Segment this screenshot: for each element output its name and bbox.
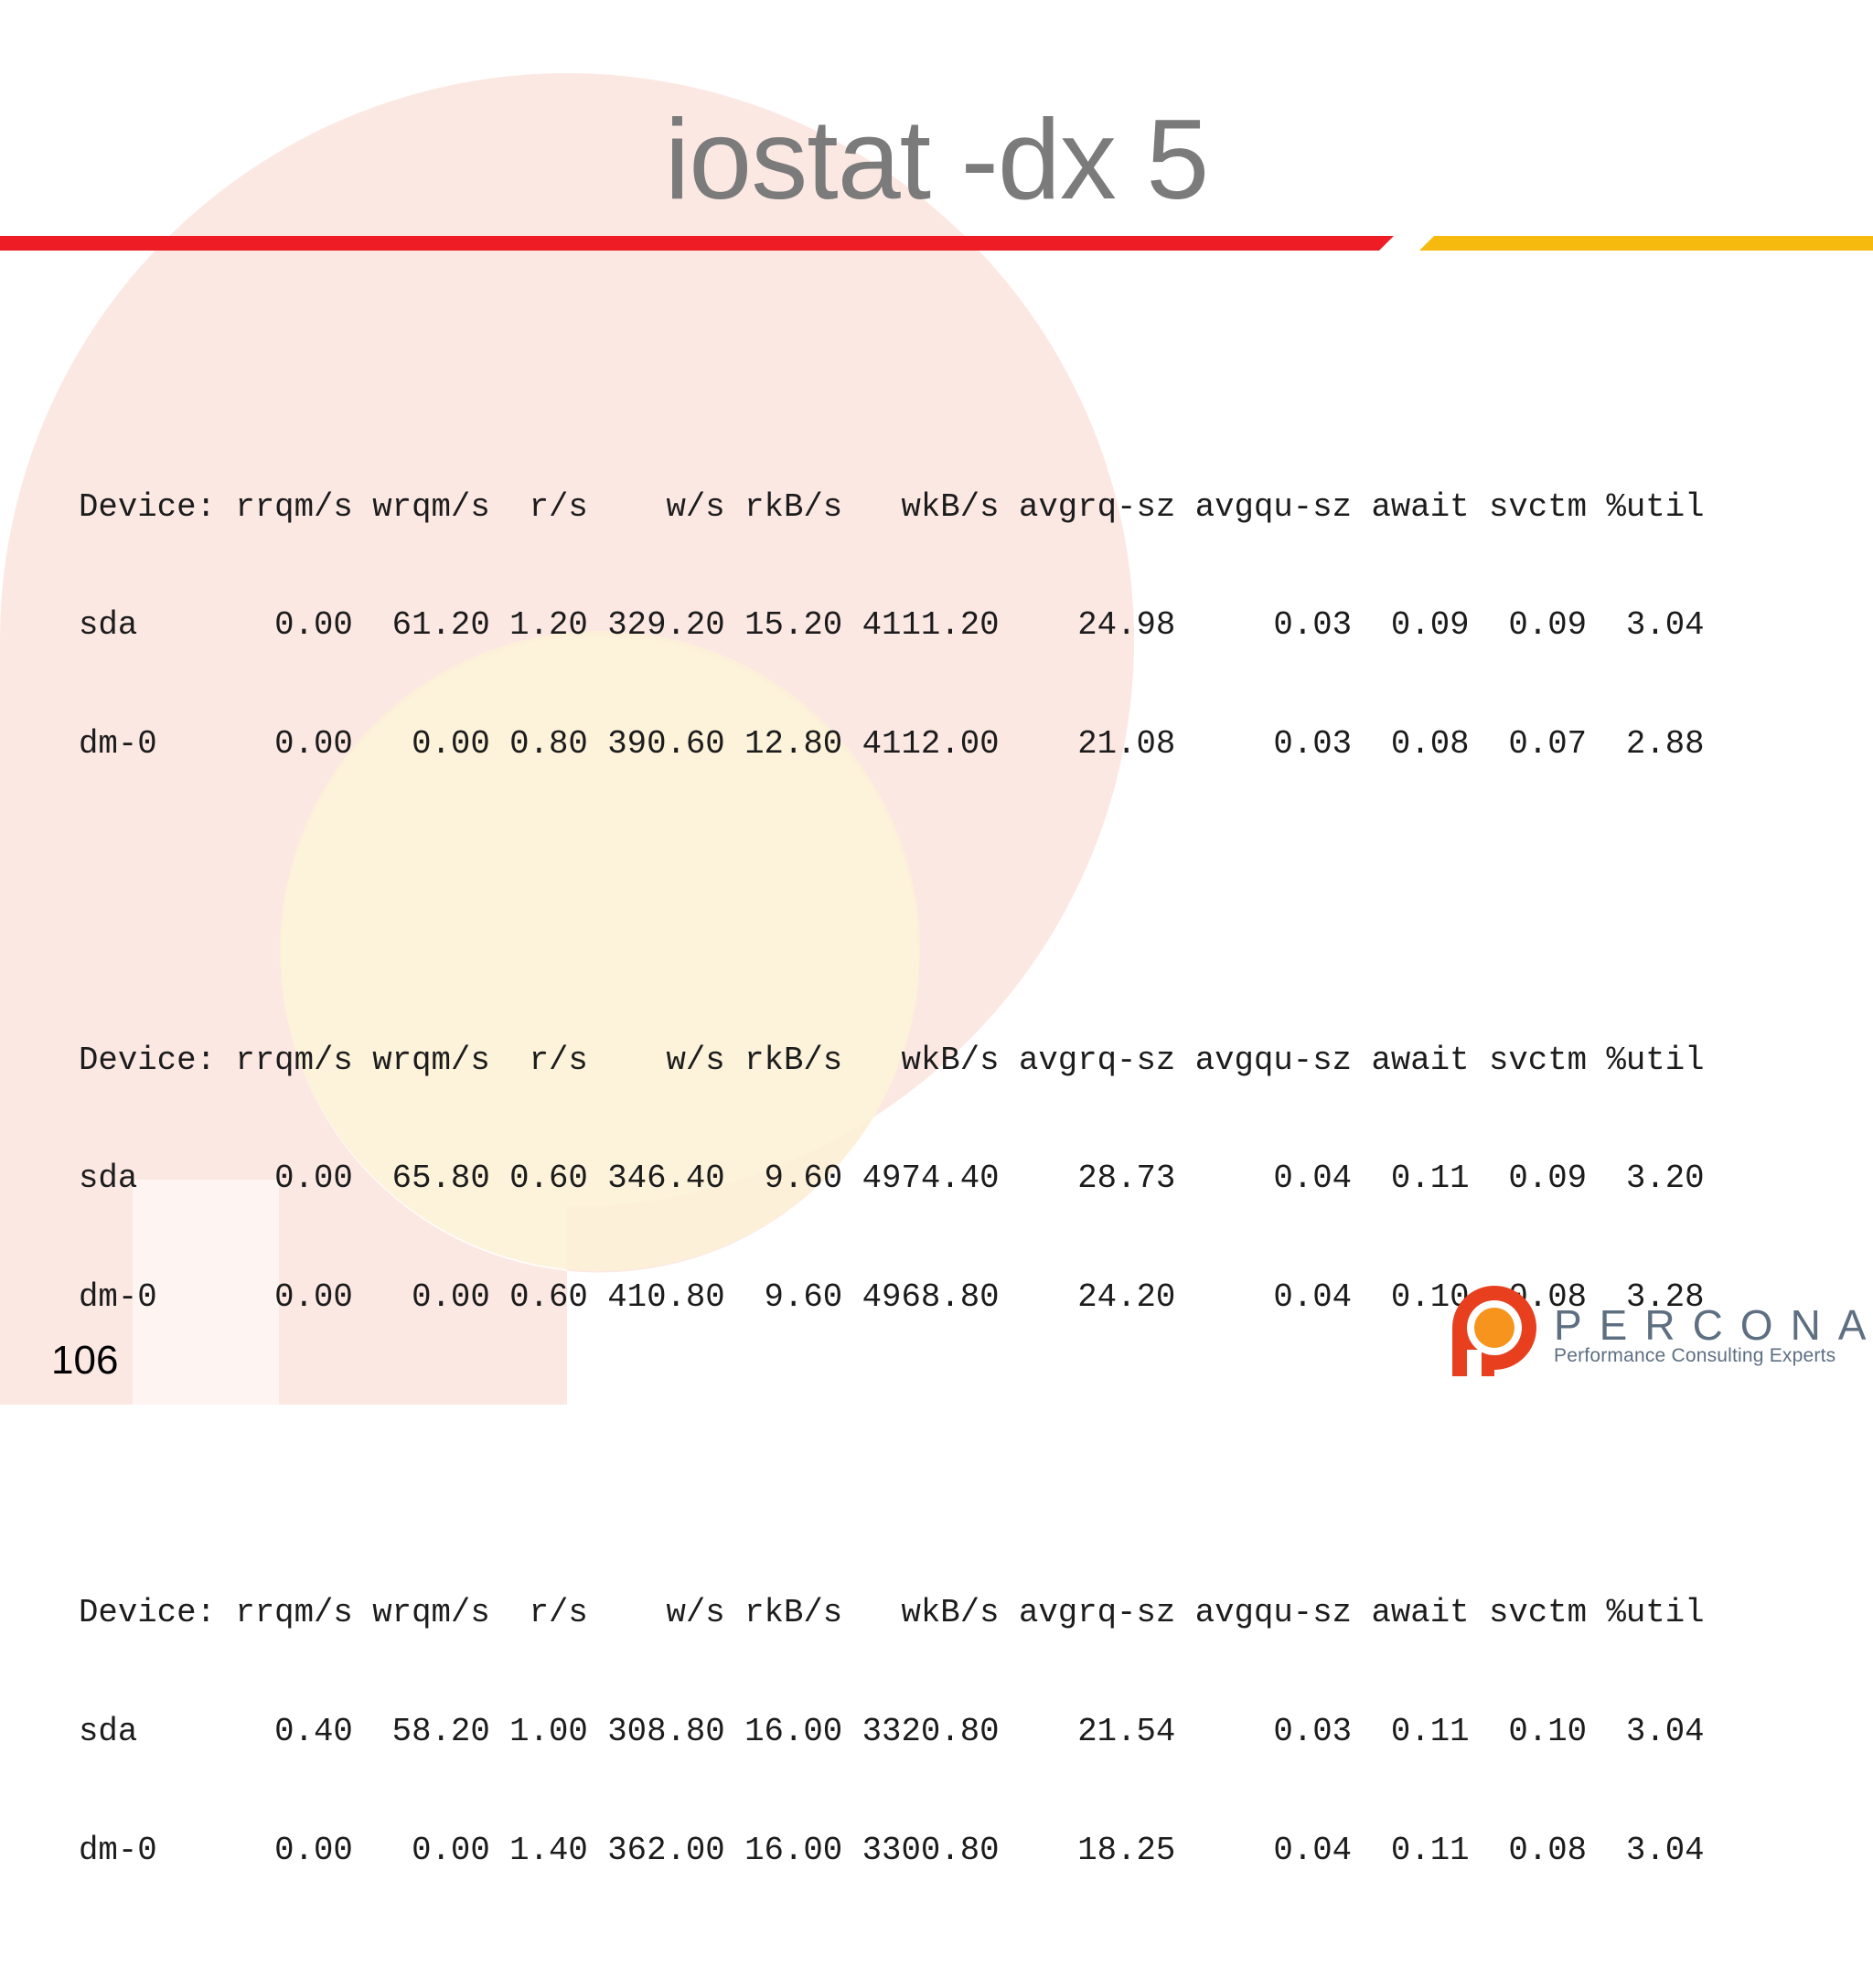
iostat-header-line: Device: rrqm/s wrqm/s r/s w/s rkB/s wkB/… <box>79 1041 1705 1079</box>
watermark-p-stem-gap <box>133 1180 279 1405</box>
percona-logo-icon <box>1452 1286 1536 1376</box>
iostat-row-dm-0: dm-0 0.00 0.00 1.40 362.00 16.00 3300.80… <box>79 1831 1705 1869</box>
iostat-row-dm-0: dm-0 0.00 0.00 0.60 410.80 9.60 4968.80 … <box>79 1277 1705 1316</box>
iostat-sample-1: Device: rrqm/s wrqm/s r/s w/s rkB/s wkB/… <box>79 408 1705 842</box>
slide-title: iostat -dx 5 <box>664 97 1210 223</box>
iostat-row-sda: sda 0.00 65.80 0.60 346.40 9.60 4974.40 … <box>79 1160 1705 1198</box>
iostat-header-line: Device: rrqm/s wrqm/s r/s w/s rkB/s wkB/… <box>79 1594 1705 1632</box>
header-bar-red <box>0 236 1394 251</box>
brand-tagline: Performance Consulting Experts <box>1554 1345 1836 1366</box>
watermark-p-shape <box>0 73 1134 1405</box>
iostat-output: Device: rrqm/s wrqm/s r/s w/s rkB/s wkB/… <box>79 329 1705 1988</box>
header-divider-bar <box>0 236 1873 251</box>
iostat-row-dm-0: dm-0 0.00 0.00 0.80 390.60 12.80 4112.00… <box>79 725 1705 763</box>
brand-name: PERCONA <box>1554 1301 1873 1349</box>
percona-watermark <box>0 73 1134 1405</box>
iostat-header-line: Device: rrqm/s wrqm/s r/s w/s rkB/s wkB/… <box>79 487 1705 526</box>
iostat-row-sda: sda 0.00 61.20 1.20 329.20 15.20 4111.20… <box>79 606 1705 645</box>
iostat-sample-2: Device: rrqm/s wrqm/s r/s w/s rkB/s wkB/… <box>79 961 1705 1395</box>
percona-logo: PERCONA Performance Consulting Experts <box>1447 1280 1866 1376</box>
page-number: 106 <box>51 1338 119 1383</box>
watermark-inner-circle <box>280 631 920 1271</box>
header-bar-yellow <box>1419 236 1873 251</box>
iostat-row-sda: sda 0.40 58.20 1.00 308.80 16.00 3320.80… <box>79 1712 1705 1750</box>
iostat-sample-3: Device: rrqm/s wrqm/s r/s w/s rkB/s wkB/… <box>79 1514 1705 1949</box>
